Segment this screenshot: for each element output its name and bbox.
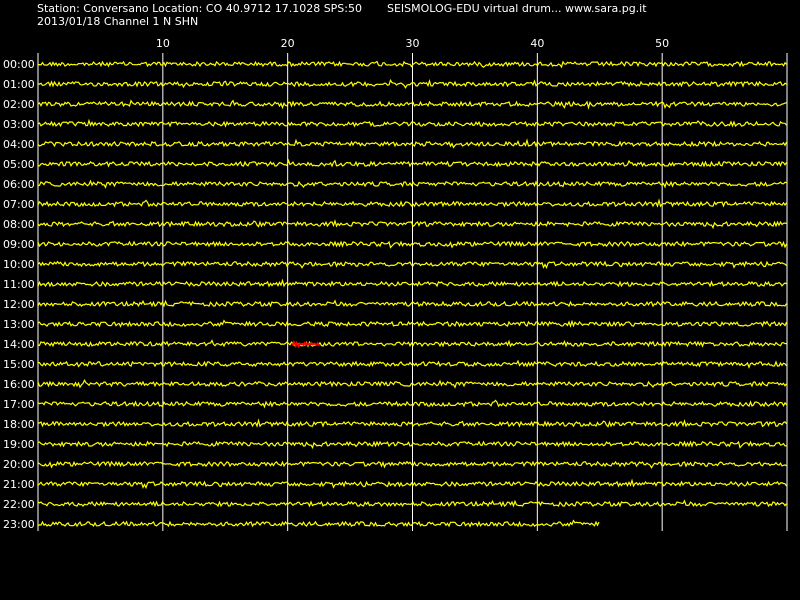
event-trace xyxy=(291,340,320,349)
trace-0100 xyxy=(37,78,787,89)
trace-1900 xyxy=(37,440,787,450)
row-label: 21:00 xyxy=(3,478,35,491)
row-label: 03:00 xyxy=(3,118,35,131)
trace-1300 xyxy=(37,319,788,328)
x-tick-label: 10 xyxy=(156,37,170,50)
trace-1500 xyxy=(37,359,787,369)
row-label: 05:00 xyxy=(3,158,35,171)
trace-2100 xyxy=(37,478,787,490)
drum-title-text: SEISMOLOG-EDU virtual drum... www.sara.p… xyxy=(387,2,647,15)
date-channel-text: 2013/01/18 Channel 1 N SHN xyxy=(37,15,199,28)
trace-1400 xyxy=(37,339,787,348)
x-tick-label: 30 xyxy=(406,37,420,50)
row-label: 11:00 xyxy=(3,278,35,291)
trace-1800 xyxy=(37,418,787,428)
row-label: 17:00 xyxy=(3,398,35,411)
row-label: 04:00 xyxy=(3,138,35,151)
trace-0200 xyxy=(37,99,787,110)
trace-1100 xyxy=(37,278,787,288)
row-label: 06:00 xyxy=(3,178,35,191)
trace-0800 xyxy=(37,219,787,230)
trace-0700 xyxy=(37,198,788,208)
row-label: 10:00 xyxy=(3,258,35,271)
trace-1600 xyxy=(37,379,787,389)
trace-2200 xyxy=(37,499,787,508)
trace-0500 xyxy=(37,158,788,168)
row-label: 15:00 xyxy=(3,358,35,371)
row-label: 07:00 xyxy=(3,198,35,211)
station-info-text: Station: Conversano Location: CO 40.9712… xyxy=(37,2,362,15)
row-label: 13:00 xyxy=(3,318,35,331)
row-label: 08:00 xyxy=(3,218,35,231)
row-label: 23:00 xyxy=(3,518,35,531)
trace-2000 xyxy=(37,460,787,469)
row-label: 18:00 xyxy=(3,418,35,431)
trace-0000 xyxy=(37,60,787,69)
row-label: 09:00 xyxy=(3,238,35,251)
row-label: 00:00 xyxy=(3,58,35,71)
row-label: 22:00 xyxy=(3,498,35,511)
row-label: 20:00 xyxy=(3,458,35,471)
trace-0300 xyxy=(37,118,787,128)
row-label: 19:00 xyxy=(3,438,35,451)
row-label: 14:00 xyxy=(3,338,35,351)
trace-0400 xyxy=(37,138,788,149)
x-tick-label: 20 xyxy=(281,37,295,50)
row-label: 12:00 xyxy=(3,298,35,311)
trace-1000 xyxy=(37,260,787,270)
x-tick-label: 40 xyxy=(530,37,544,50)
row-label: 02:00 xyxy=(3,98,35,111)
trace-0600 xyxy=(37,179,787,189)
trace-1700 xyxy=(37,399,787,409)
row-label: 01:00 xyxy=(3,78,35,91)
trace-1200 xyxy=(37,299,788,308)
row-label: 16:00 xyxy=(3,378,35,391)
x-tick-label: 50 xyxy=(655,37,669,50)
trace-0900 xyxy=(37,240,788,249)
trace-2300 xyxy=(37,519,600,528)
